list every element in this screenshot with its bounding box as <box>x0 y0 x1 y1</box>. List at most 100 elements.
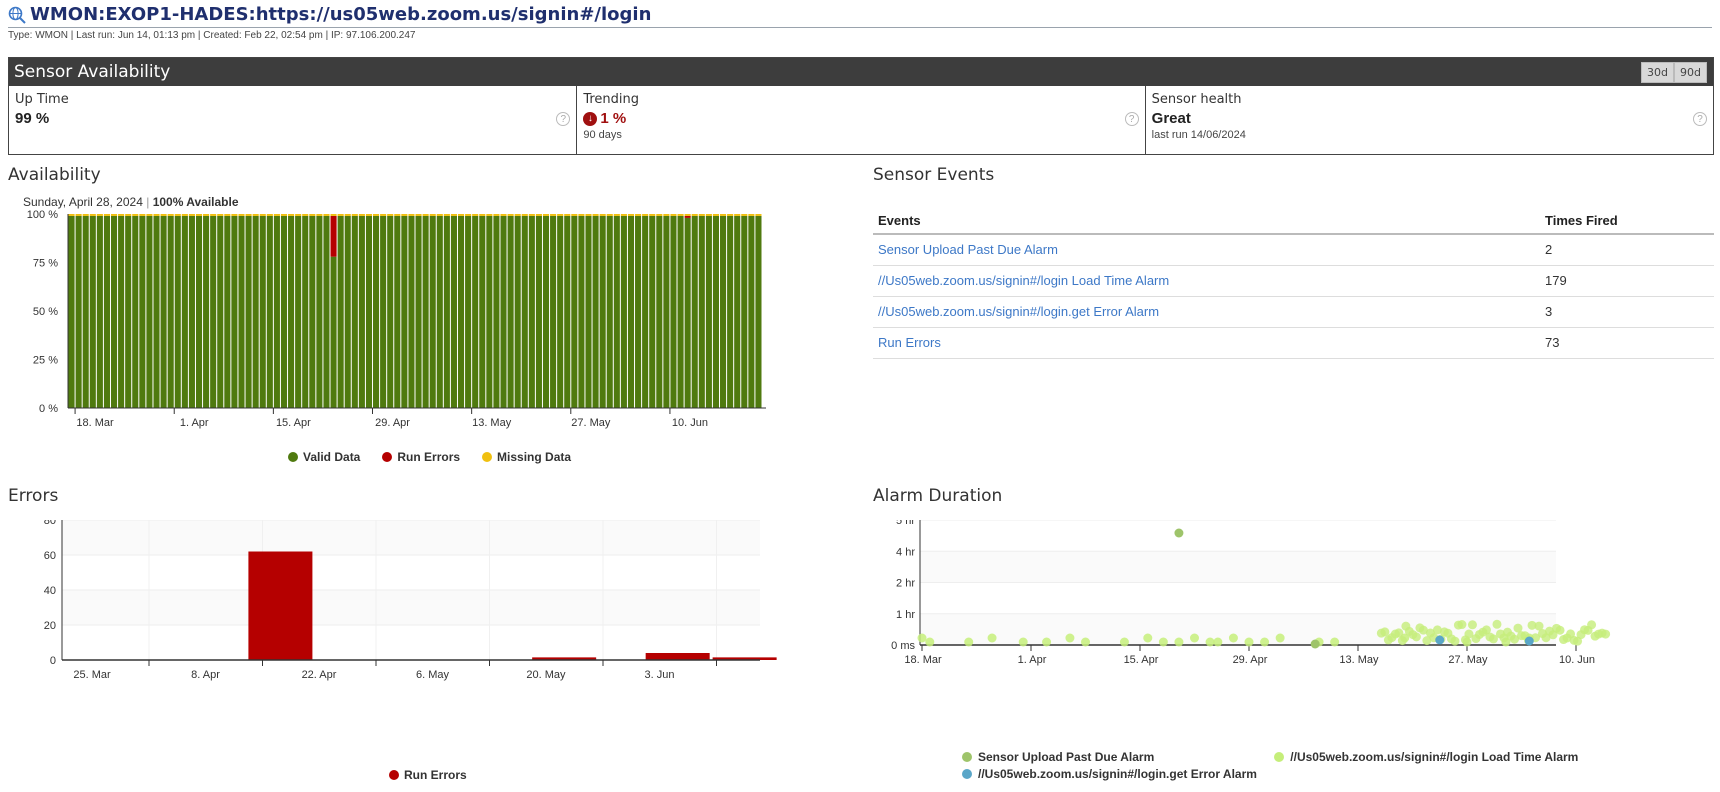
valid-data-bar <box>139 215 146 408</box>
event-link[interactable]: Sensor Upload Past Due Alarm <box>878 242 1058 258</box>
range-30d-button[interactable]: 30d <box>1641 62 1675 83</box>
valid-data-bar <box>146 215 153 408</box>
valid-data-bar <box>195 215 203 408</box>
error-alarm-point <box>1435 635 1445 645</box>
valid-data-bar <box>259 215 266 408</box>
missing-data-bar <box>75 214 82 216</box>
y-tick-label: 0 % <box>39 403 58 415</box>
event-link[interactable]: Run Errors <box>878 335 941 350</box>
load-time-alarm-point <box>1018 637 1028 647</box>
y-tick-label: 80 <box>44 520 56 527</box>
load-time-alarm-point <box>1330 637 1340 647</box>
alarm-duration-chart[interactable]: 5 hr 4 hr 2 hr 1 hr 0 ms 18. Mar 1. Apr 15. Apr… <box>860 520 1720 770</box>
missing-data-bar <box>691 214 698 216</box>
health-label: Sensor health <box>1151 92 1242 107</box>
valid-data-bar <box>748 215 755 408</box>
valid-data-bar <box>585 215 592 408</box>
load-time-alarm-point <box>1397 636 1407 646</box>
y-tick-label: 40 <box>44 585 56 597</box>
missing-data-bar <box>656 214 663 216</box>
x-tick-label: 10. Jun <box>672 417 708 429</box>
help-icon[interactable]: ? <box>556 112 571 126</box>
missing-data-bar <box>415 214 422 216</box>
run-errors-bar <box>712 657 777 660</box>
valid-data-bar <box>656 215 663 408</box>
legend-upload-past-due[interactable]: Sensor Upload Past Due Alarm <box>962 750 1154 764</box>
missing-data-bar <box>571 214 578 216</box>
error-alarm-point <box>1524 636 1534 646</box>
y-tick-label: 4 hr <box>896 546 915 558</box>
valid-data-bar <box>465 215 472 408</box>
y-tick-label: 75 % <box>33 258 58 270</box>
valid-data-bar <box>401 215 408 408</box>
missing-data-bar <box>110 214 118 216</box>
table-row: //Us05web.zoom.us/signin#/login.get Erro… <box>873 296 1714 328</box>
valid-data-bar <box>479 215 486 408</box>
missing-data-bar <box>734 214 741 216</box>
missing-data-bar <box>68 214 75 216</box>
missing-data-bar <box>118 214 125 216</box>
valid-data-bar <box>118 215 125 408</box>
missing-data-bar <box>302 214 309 216</box>
event-link[interactable]: //Us05web.zoom.us/signin#/login.get Erro… <box>878 304 1160 319</box>
x-tick-label: 3. Jun <box>645 669 675 681</box>
tooltip-date: Sunday, April 28, 2024 <box>23 195 143 209</box>
y-tick-label: 1 hr <box>896 609 915 621</box>
load-time-alarm-point <box>1143 633 1153 643</box>
valid-data-bar <box>677 215 684 408</box>
missing-data-bar <box>542 214 550 216</box>
availability-chart[interactable]: 0 % 25 % 50 % 75 % 100 % 18. Mar 1. Apr 15. Apr… <box>0 190 860 470</box>
missing-data-bar <box>373 214 380 216</box>
legend-valid-data[interactable]: Valid Data <box>288 450 360 464</box>
valid-data-bar <box>224 215 231 408</box>
missing-data-bar <box>252 214 259 216</box>
missing-data-bar <box>472 214 479 216</box>
errors-chart[interactable]: 0 20 40 60 80 25. Mar 8. Apr 22. Apr 6. May 20. M… <box>0 520 860 770</box>
load-time-alarm-point <box>1534 621 1544 631</box>
load-time-alarm-point <box>1509 634 1519 644</box>
y-tick-label: 5 hr <box>896 520 915 527</box>
legend-run-errors[interactable]: Run Errors <box>382 450 460 464</box>
valid-data-bar <box>514 215 521 408</box>
load-time-alarm-point <box>1119 637 1129 647</box>
valid-data-bar <box>663 215 670 408</box>
x-tick-label: 15. Apr <box>1124 654 1159 666</box>
help-icon[interactable]: ? <box>1692 112 1707 126</box>
load-time-alarm-point <box>1158 637 1168 647</box>
legend-get-error-alarm[interactable]: //Us05web.zoom.us/signin#/login.get Erro… <box>962 767 1578 781</box>
x-tick-label: 15. Apr <box>276 417 311 429</box>
valid-data-bar <box>472 215 479 408</box>
legend-load-time-alarm[interactable]: //Us05web.zoom.us/signin#/login Load Tim… <box>1274 750 1578 764</box>
page-header: WMON:EXOP1-HADES:https://us05web.zoom.us… <box>8 2 1712 28</box>
valid-data-bar <box>330 256 337 408</box>
valid-data-bar <box>302 215 309 408</box>
valid-data-bar <box>500 215 507 408</box>
missing-data-bar <box>280 214 288 216</box>
times-fired: 179 <box>1540 265 1714 297</box>
times-fired: 2 <box>1540 234 1714 266</box>
load-time-alarm-point <box>1380 627 1390 637</box>
range-90d-button[interactable]: 90d <box>1674 62 1707 83</box>
page-title: WMON:EXOP1-HADES:https://us05web.zoom.us… <box>30 4 652 25</box>
availability-title: Availability <box>8 165 101 185</box>
table-row: //Us05web.zoom.us/signin#/login Load Tim… <box>873 265 1714 297</box>
times-fired: 73 <box>1540 327 1714 359</box>
help-icon[interactable]: ? <box>1124 112 1139 126</box>
valid-data-bar <box>507 215 514 408</box>
valid-data-bar <box>210 215 217 408</box>
event-link[interactable]: //Us05web.zoom.us/signin#/login Load Tim… <box>878 273 1170 288</box>
load-time-alarm-point <box>925 637 935 647</box>
missing-data-bar <box>663 214 670 216</box>
legend-run-errors[interactable]: Run Errors <box>389 768 467 782</box>
missing-data-bar <box>712 214 720 216</box>
grid-band <box>920 551 1556 583</box>
valid-data-bar <box>422 215 429 408</box>
legend-missing-data[interactable]: Missing Data <box>482 450 571 464</box>
tooltip-value: 100% Available <box>152 195 239 209</box>
missing-data-bar <box>748 214 755 216</box>
availability-legend: Valid Data Run Errors Missing Data <box>288 450 571 464</box>
missing-data-bar <box>720 214 727 216</box>
valid-data-bar <box>741 215 748 408</box>
missing-data-bar <box>599 214 606 216</box>
missing-data-bar <box>479 214 486 216</box>
